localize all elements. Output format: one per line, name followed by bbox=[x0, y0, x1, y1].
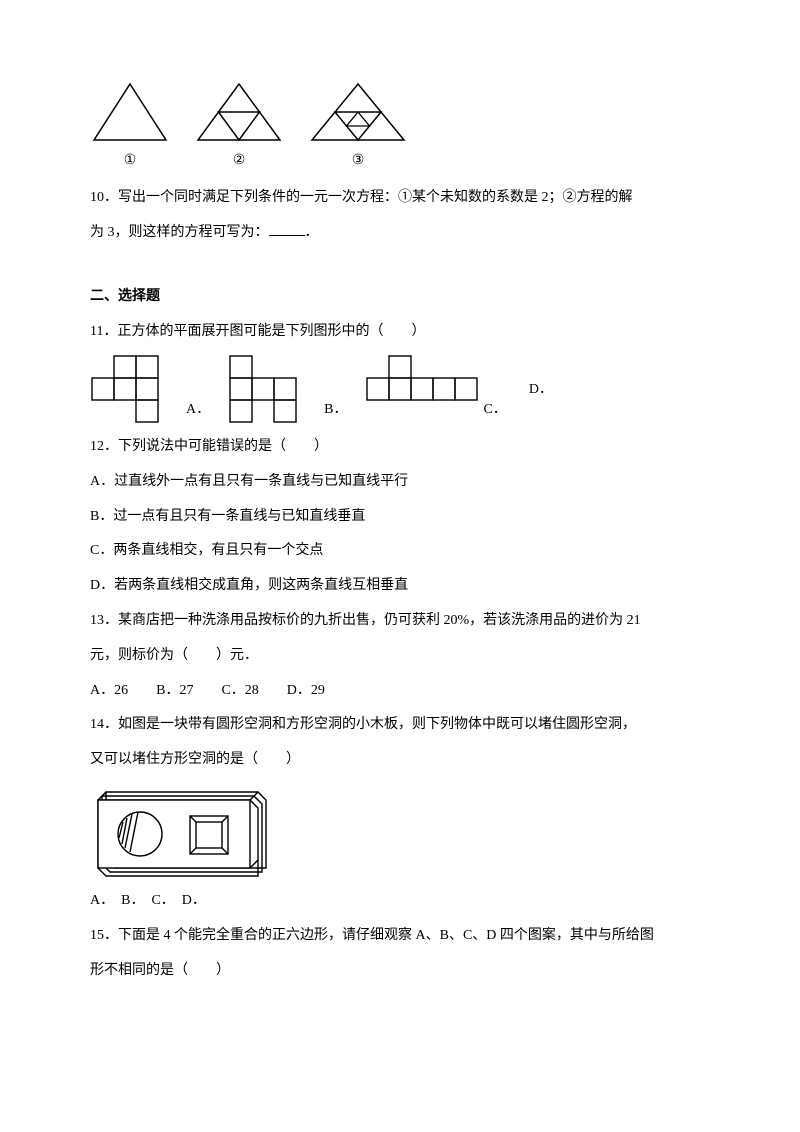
q10-line2: 为 3，则这样的方程可写为： bbox=[90, 225, 269, 240]
triangle-3-label: ③ bbox=[308, 146, 408, 177]
q14-line2: 又可以堵住方形空洞的是（ ） bbox=[90, 745, 710, 776]
cube-net-c bbox=[365, 354, 479, 426]
q11-optB-label: B． bbox=[324, 395, 347, 426]
q12-optD[interactable]: D．若两条直线相交成直角，则这两条直线互相垂直 bbox=[90, 571, 710, 602]
woodboard-figure bbox=[90, 782, 710, 882]
triangle-1-label: ① bbox=[90, 146, 170, 177]
q12-optB[interactable]: B．过一点有且只有一条直线与已知直线垂直 bbox=[90, 502, 710, 533]
triangle-3-svg bbox=[308, 80, 408, 144]
cube-net-a bbox=[90, 354, 182, 426]
q11-optD-label: D． bbox=[529, 375, 553, 406]
q12-optA[interactable]: A．过直线外一点有且只有一条直线与已知直线平行 bbox=[90, 467, 710, 498]
q11-optA-label: A． bbox=[186, 395, 210, 426]
q13-opts[interactable]: A．26 B．27 C．28 D．29 bbox=[90, 676, 710, 707]
q11-optB[interactable]: B． bbox=[228, 354, 357, 426]
q11-optC[interactable]: C． bbox=[365, 354, 516, 426]
triangle-figures: ① ② ③ bbox=[90, 80, 710, 177]
q15-line2: 形不相同的是（ ） bbox=[90, 956, 710, 987]
q12-optC[interactable]: C．两条直线相交，有且只有一个交点 bbox=[90, 536, 710, 567]
triangle-2-label: ② bbox=[194, 146, 284, 177]
triangle-2-svg bbox=[194, 80, 284, 144]
triangle-1: ① bbox=[90, 80, 170, 177]
q10: 10．写出一个同时满足下列条件的一元一次方程：①某个未知数的系数是 2；②方程的… bbox=[90, 183, 710, 214]
q11-optA[interactable]: A． bbox=[90, 354, 220, 426]
q11-text: 11．正方体的平面展开图可能是下列图形中的（ ） bbox=[90, 317, 710, 348]
q11-options: A． B． bbox=[90, 354, 710, 426]
q10-line2b: ． bbox=[305, 225, 319, 240]
q13-line1: 13．某商店把一种洗涤用品按标价的九折出售，仍可获利 20%，若该洗涤用品的进价… bbox=[90, 606, 710, 637]
q10-blank[interactable] bbox=[269, 222, 305, 236]
q10-line2-wrap: 为 3，则这样的方程可写为： ． bbox=[90, 218, 710, 249]
q12-text: 12．下列说法中可能错误的是（ ） bbox=[90, 432, 710, 463]
woodboard-svg bbox=[90, 782, 270, 882]
page: ① ② ③ 10．写出一个同时满足下列条件的一元一次方程：①某个未知数的系数是 … bbox=[0, 0, 800, 1050]
cube-net-b bbox=[228, 354, 320, 426]
q11-optC-label: C． bbox=[483, 395, 506, 426]
section-2-title: 二、选择题 bbox=[90, 282, 710, 313]
q14-line1: 14．如图是一块带有圆形空洞和方形空洞的小木板，则下列物体中既可以堵住圆形空洞， bbox=[90, 710, 710, 741]
q14-opts[interactable]: A． B． C． D． bbox=[90, 886, 710, 917]
q15-line1: 15．下面是 4 个能完全重合的正六边形，请仔细观察 A、B、C、D 四个图案，… bbox=[90, 921, 710, 952]
q13-line2: 元，则标价为（ ）元． bbox=[90, 641, 710, 672]
triangle-2: ② bbox=[194, 80, 284, 177]
triangle-3: ③ bbox=[308, 80, 408, 177]
spacer bbox=[90, 252, 710, 270]
triangle-1-svg bbox=[90, 80, 170, 144]
q11-optD[interactable]: D． bbox=[525, 375, 563, 406]
q10-line1: 10．写出一个同时满足下列条件的一元一次方程：①某个未知数的系数是 2；②方程的… bbox=[90, 190, 633, 205]
